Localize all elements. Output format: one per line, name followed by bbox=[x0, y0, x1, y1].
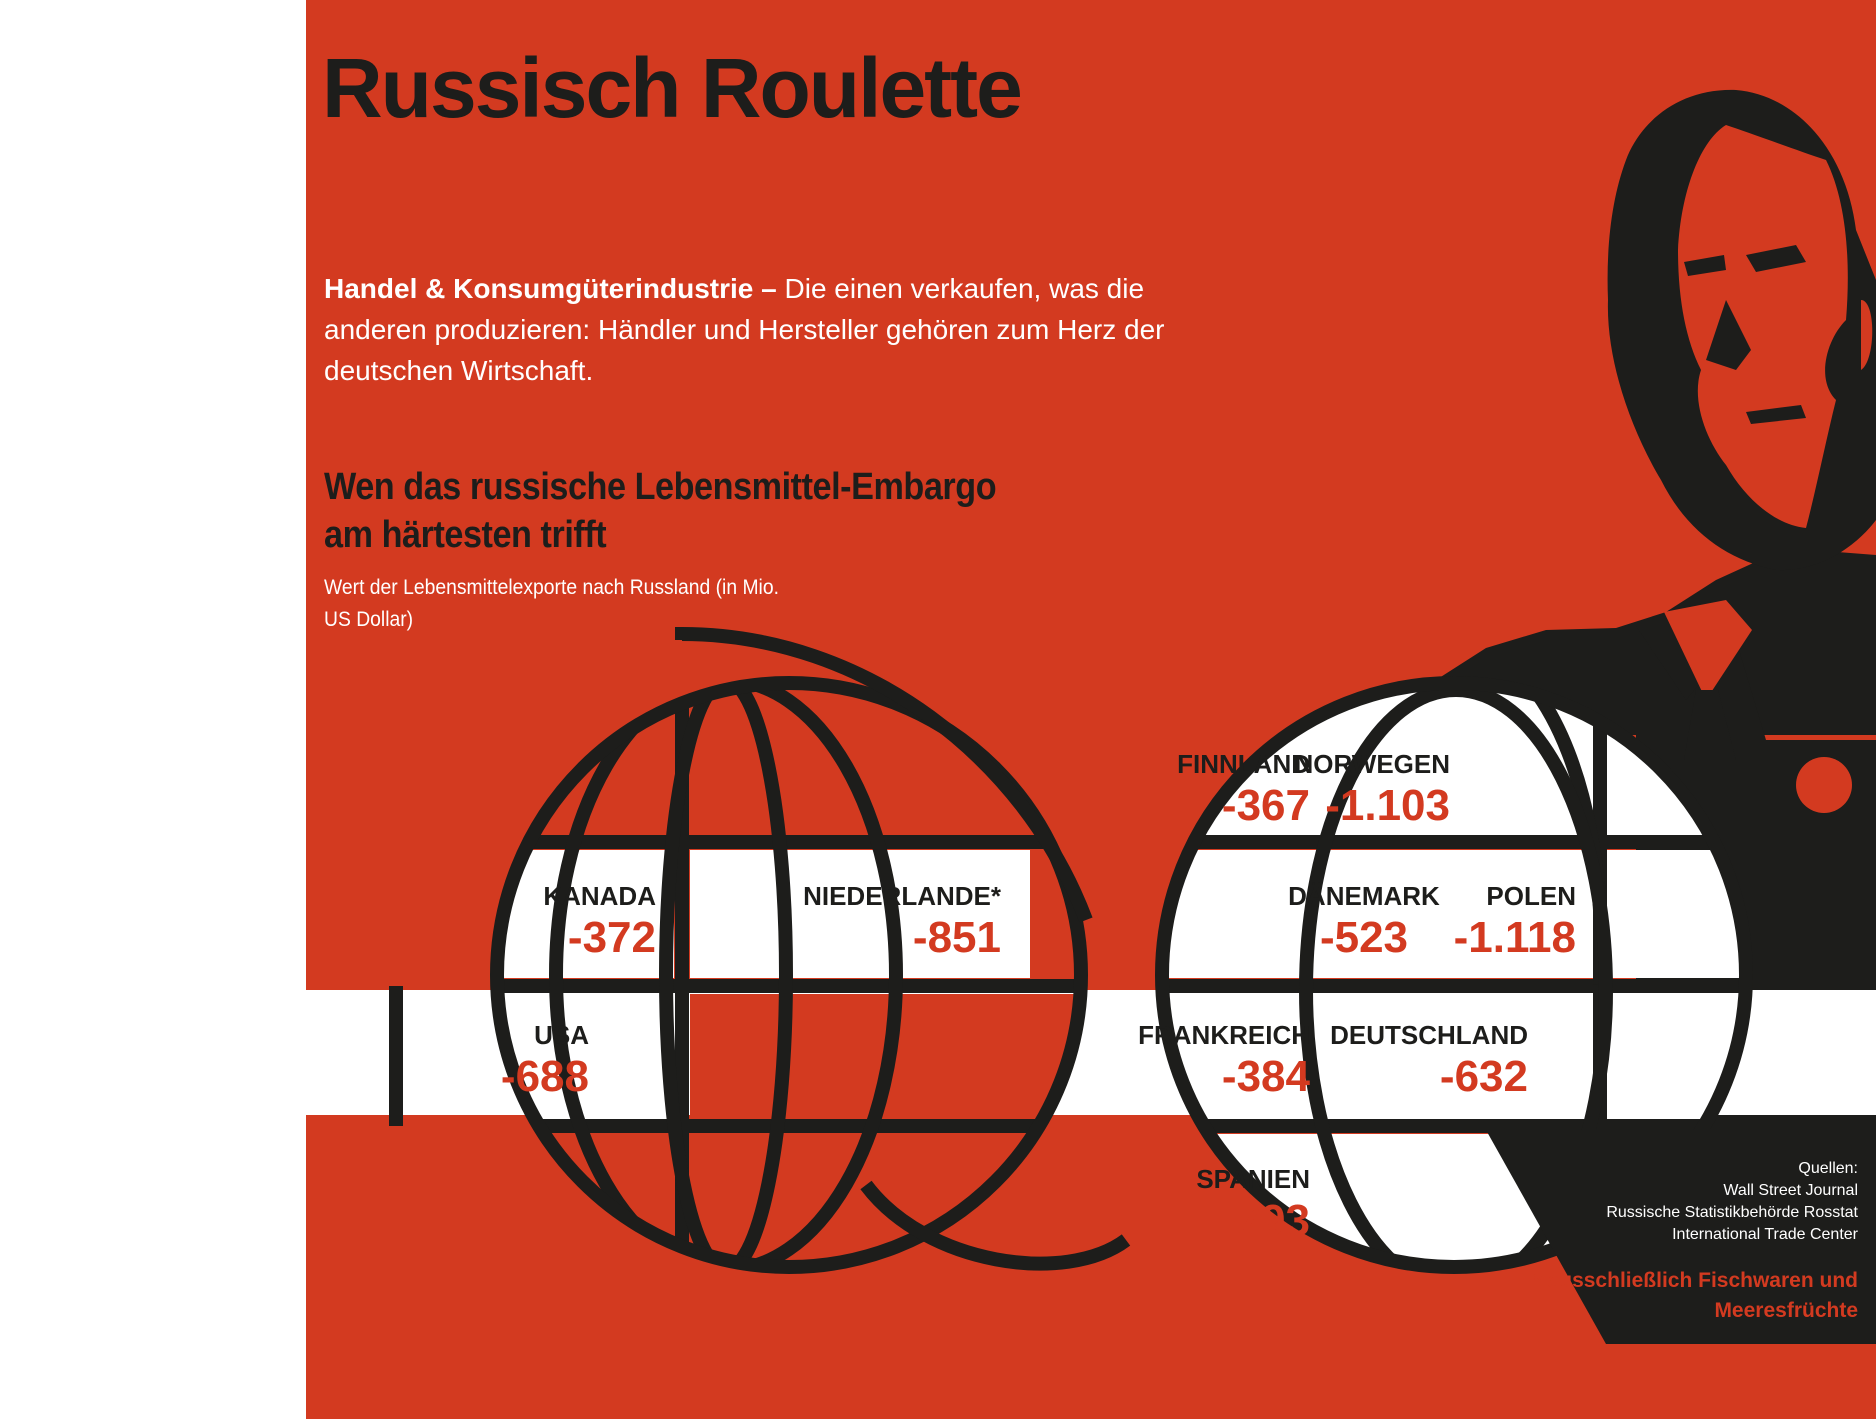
country-value-niederlande: -851 bbox=[913, 913, 1001, 962]
country-name-polen: POLEN bbox=[1486, 881, 1576, 911]
country-name-deutschland: DEUTSCHLAND bbox=[1330, 1020, 1528, 1050]
intro-body: Die einen verkaufen, was die anderen pro… bbox=[324, 273, 1165, 386]
country-name-daenemark: DÄNEMARK bbox=[1288, 881, 1440, 911]
globe-left-cells bbox=[497, 850, 1081, 1119]
country-labels: KANADA -372 NIEDERLANDE* -851 USA -688 F… bbox=[501, 749, 1576, 1245]
source-item: Wall Street Journal bbox=[1723, 1182, 1858, 1199]
country-name-frankreich: FRANKREICH bbox=[1138, 1020, 1310, 1050]
country-name-spanien: SPANIEN bbox=[1196, 1164, 1310, 1194]
intro-lead: Handel & Konsumgüterindustrie – bbox=[324, 273, 777, 304]
chart-subhead: Wen das russische Lebensmittel-Embargo a… bbox=[324, 466, 997, 556]
source-item: International Trade Center bbox=[1672, 1226, 1858, 1243]
source-item: Russische Statistikbehörde Rosstat bbox=[1606, 1204, 1858, 1221]
country-value-kanada: -372 bbox=[568, 913, 656, 962]
country-value-spanien: -793 bbox=[1222, 1196, 1310, 1245]
infographic-panel: KANADA -372 NIEDERLANDE* -851 USA -688 F… bbox=[306, 0, 1876, 1419]
country-value-norwegen: -1.103 bbox=[1325, 781, 1450, 830]
country-name-niederlande: NIEDERLANDE* bbox=[803, 881, 1002, 911]
country-value-deutschland: -632 bbox=[1440, 1052, 1528, 1101]
intro-text: Handel & Konsumgüterindustrie – Die eine… bbox=[324, 268, 1224, 391]
sources-label: Quellen: bbox=[1798, 1160, 1858, 1177]
country-value-usa: -688 bbox=[501, 1052, 589, 1101]
sources-box bbox=[1654, 1130, 1876, 1344]
country-name-finnland: FINNLAND bbox=[1177, 749, 1310, 779]
globe-graphic: KANADA -372 NIEDERLANDE* -851 USA -688 F… bbox=[306, 626, 1876, 1344]
country-value-frankreich: -384 bbox=[1222, 1052, 1311, 1101]
country-name-usa: USA bbox=[534, 1020, 589, 1050]
footnote: * ausschließlich Fischwaren und Meeresfr… bbox=[1533, 1269, 1858, 1322]
chart-subtext: Wert der Lebensmittelexporte nach Russla… bbox=[324, 576, 779, 631]
page-title: Russisch Roulette bbox=[322, 41, 1023, 135]
country-value-polen: -1.118 bbox=[1454, 913, 1576, 962]
sources: Quellen: Wall Street Journal Russische S… bbox=[1528, 1158, 1858, 1246]
country-value-finnland: -367 bbox=[1222, 781, 1310, 830]
country-name-norwegen: NORWEGEN bbox=[1294, 749, 1450, 779]
country-value-daenemark: -523 bbox=[1320, 913, 1408, 962]
country-name-kanada: KANADA bbox=[543, 881, 656, 911]
